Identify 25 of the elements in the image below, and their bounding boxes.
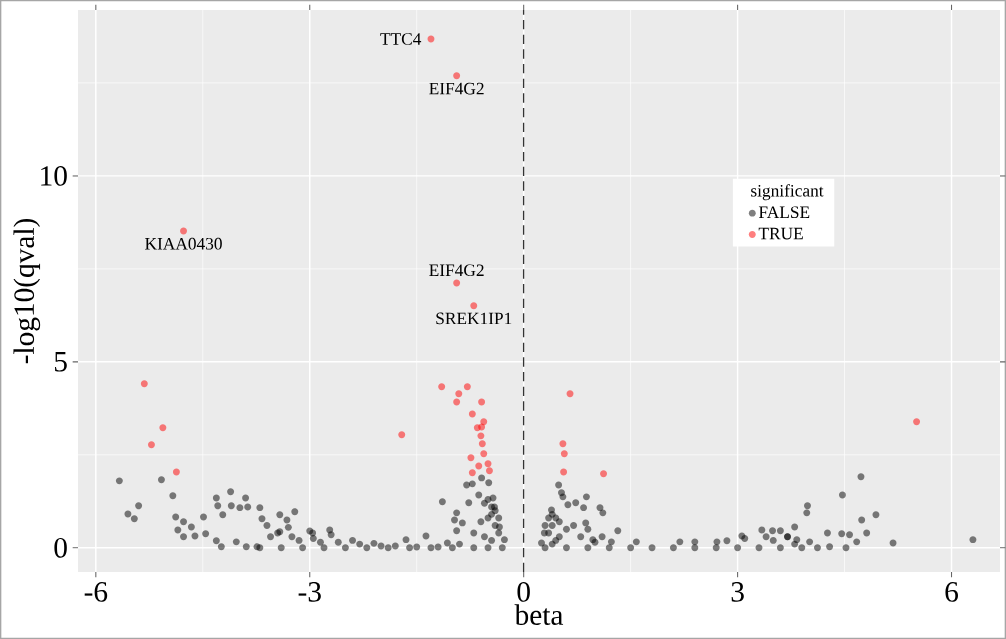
annotation: KIAA0430	[145, 237, 222, 250]
point	[475, 462, 483, 470]
legend-label: TRUE	[758, 227, 803, 240]
point	[159, 424, 167, 432]
point	[455, 390, 463, 398]
y-axis-title: -log10(qval)	[13, 218, 41, 364]
annotation: EIF4G2	[429, 82, 484, 95]
point	[453, 72, 461, 80]
x-tick-label: 6	[945, 582, 958, 602]
x-tick-label: -6	[84, 582, 108, 602]
point	[180, 227, 187, 235]
legend-label: FALSE	[758, 206, 810, 219]
x-axis-title: beta	[514, 604, 564, 625]
y-tick-label: 10	[41, 165, 67, 186]
annotation: SREK1IP1	[436, 312, 512, 325]
annotation: EIF4G2	[429, 264, 484, 277]
x-tick-label: -3	[298, 582, 321, 602]
x-tick-label: 0	[517, 582, 530, 602]
point	[559, 440, 567, 448]
y-tick-label: 0	[54, 537, 67, 558]
legend-title: significant	[751, 184, 824, 201]
annotation: TTC4	[380, 33, 422, 45]
x-tick-label: 3	[731, 582, 744, 602]
point	[484, 460, 492, 468]
y-tick-label: 5	[55, 352, 67, 372]
